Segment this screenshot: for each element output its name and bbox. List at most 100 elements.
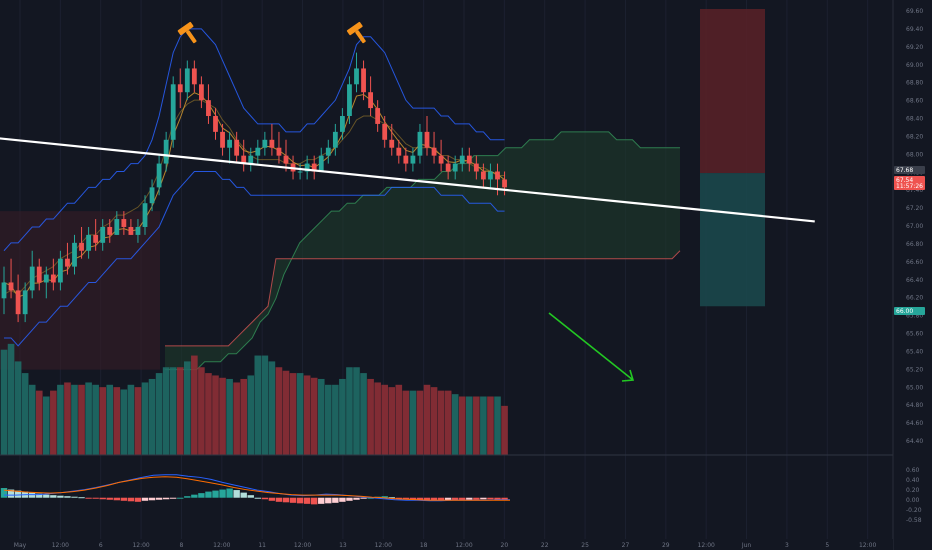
candle-body[interactable]	[382, 123, 388, 140]
time-axis-label: 12:00	[52, 542, 69, 549]
candle-body[interactable]	[22, 290, 28, 315]
candle-body[interactable]	[410, 155, 416, 164]
time-axis[interactable]	[0, 539, 893, 550]
volume-bar	[78, 384, 85, 455]
projection-arrow-shaft[interactable]	[548, 312, 634, 381]
candle-body[interactable]	[325, 147, 331, 156]
candle-body[interactable]	[79, 242, 84, 251]
macd-histogram-bar	[64, 496, 71, 498]
candle-body[interactable]	[114, 219, 120, 235]
ichimoku-cloud	[165, 131, 681, 371]
price-axis[interactable]	[893, 0, 932, 550]
candle-body[interactable]	[375, 108, 381, 124]
candle-body[interactable]	[347, 84, 352, 117]
candle-body[interactable]	[403, 155, 409, 164]
volume-bar	[487, 396, 494, 455]
candle-body[interactable]	[318, 155, 324, 172]
candle-body[interactable]	[29, 266, 35, 291]
candle-body[interactable]	[50, 274, 56, 283]
candle-body[interactable]	[65, 258, 70, 267]
candle-body[interactable]	[107, 226, 113, 235]
candle-body[interactable]	[149, 187, 155, 204]
candle-body[interactable]	[459, 155, 465, 164]
candle-body[interactable]	[502, 179, 507, 188]
candle-body[interactable]	[488, 171, 493, 180]
candle-body[interactable]	[191, 68, 197, 85]
candle-body[interactable]	[43, 274, 49, 283]
candle-body[interactable]	[495, 171, 500, 180]
candlestick-series[interactable]	[1, 52, 507, 323]
volume-bar	[275, 367, 283, 455]
candle-body[interactable]	[227, 139, 232, 148]
candle-body[interactable]	[121, 219, 127, 227]
candle-body[interactable]	[276, 147, 282, 156]
candle-body[interactable]	[354, 68, 359, 85]
price-axis-label: 66.60	[906, 259, 923, 266]
take-profit-zone[interactable]	[700, 173, 765, 307]
candle-body[interactable]	[255, 147, 261, 156]
stop-loss-zone[interactable]	[700, 9, 765, 174]
position-tool[interactable]	[0, 9, 765, 370]
volume-bar	[473, 396, 480, 455]
candle-body[interactable]	[311, 163, 317, 172]
price-axis-label: 66.80	[906, 241, 923, 248]
candle-body[interactable]	[15, 290, 21, 315]
candle-body[interactable]	[36, 266, 42, 283]
candle-body[interactable]	[297, 171, 303, 173]
drawings[interactable]	[0, 137, 815, 382]
candle-body[interactable]	[481, 171, 486, 180]
candle-body[interactable]	[248, 155, 254, 164]
candle-body[interactable]	[241, 155, 247, 164]
candle-body[interactable]	[156, 163, 162, 188]
candle-body[interactable]	[142, 203, 148, 227]
candle-body[interactable]	[438, 155, 444, 164]
volume-bar	[0, 349, 8, 455]
candle-body[interactable]	[220, 131, 225, 148]
candle-body[interactable]	[389, 139, 395, 148]
price-axis-labels: 69.60 69.40 69.20 69.00 68.80 68.60 68.40 68.20…	[906, 8, 923, 445]
candle-body[interactable]	[234, 139, 240, 156]
candle-body[interactable]	[283, 155, 289, 164]
candle-body[interactable]	[163, 139, 169, 164]
grid	[19, 0, 869, 539]
trendline[interactable]	[0, 137, 815, 223]
macd-histogram-bar	[268, 497, 276, 501]
candle-body[interactable]	[424, 131, 430, 148]
candle-body[interactable]	[340, 116, 345, 132]
candle-body[interactable]	[184, 68, 190, 93]
candle-body[interactable]	[396, 147, 402, 156]
candle-body[interactable]	[170, 84, 176, 140]
candle-body[interactable]	[213, 116, 218, 132]
macd-histogram-bar	[247, 495, 254, 498]
candle-body[interactable]	[100, 226, 106, 243]
candle-body[interactable]	[473, 163, 479, 172]
macd-histogram-bar	[57, 495, 64, 498]
candle-body[interactable]	[135, 226, 141, 235]
candle-body[interactable]	[72, 242, 77, 267]
candle-body[interactable]	[304, 163, 310, 172]
macd-histogram-bar	[92, 497, 99, 499]
candle-body[interactable]	[1, 282, 7, 299]
candle-body[interactable]	[199, 84, 204, 101]
candle-body[interactable]	[269, 139, 275, 148]
candle-body[interactable]	[332, 131, 338, 148]
candle-body[interactable]	[262, 139, 268, 148]
macd-axis-label: 0.60	[906, 467, 920, 474]
candle-body[interactable]	[177, 84, 183, 93]
candle-body[interactable]	[452, 163, 458, 172]
time-axis-label: 18	[420, 542, 428, 549]
candle-body[interactable]	[206, 100, 211, 117]
candle-body[interactable]	[361, 68, 366, 93]
macd-histogram-bar	[261, 497, 269, 500]
candle-body[interactable]	[445, 163, 451, 172]
candle-body[interactable]	[431, 147, 437, 156]
candle-body[interactable]	[58, 258, 63, 283]
candle-body[interactable]	[8, 282, 14, 291]
candle-body[interactable]	[417, 131, 423, 156]
candle-body[interactable]	[466, 155, 472, 164]
candle-body[interactable]	[128, 226, 134, 235]
candle-body[interactable]	[93, 234, 99, 243]
candle-body[interactable]	[368, 92, 373, 109]
candle-body[interactable]	[86, 234, 91, 251]
